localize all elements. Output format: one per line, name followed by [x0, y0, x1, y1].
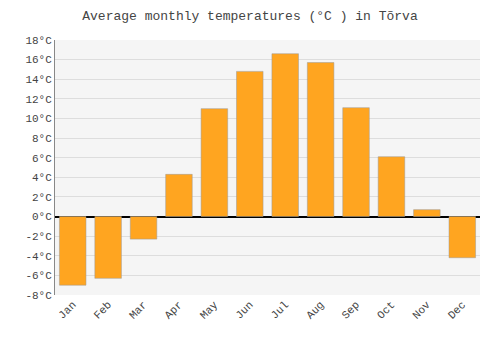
svg-text:4°C: 4°C — [32, 172, 52, 184]
svg-text:16°C: 16°C — [25, 54, 52, 66]
svg-text:Sep: Sep — [340, 299, 362, 321]
svg-text:-8°C: -8°C — [25, 290, 52, 302]
svg-text:Aug: Aug — [304, 299, 326, 321]
svg-text:Dec: Dec — [446, 299, 468, 321]
svg-text:10°C: 10°C — [25, 113, 52, 125]
svg-text:Jun: Jun — [233, 299, 255, 321]
svg-text:May: May — [198, 299, 221, 322]
svg-text:Mar: Mar — [127, 299, 149, 321]
svg-text:Oct: Oct — [375, 299, 397, 321]
svg-text:-6°C: -6°C — [25, 270, 52, 282]
svg-text:-4°C: -4°C — [25, 251, 52, 263]
svg-text:Feb: Feb — [92, 299, 114, 321]
svg-text:Average monthly temperatures (: Average monthly temperatures (°C ) in Tõ… — [82, 9, 418, 24]
svg-text:14°C: 14°C — [25, 74, 52, 86]
svg-text:8°C: 8°C — [32, 133, 52, 145]
svg-text:12°C: 12°C — [25, 94, 52, 106]
svg-text:Nov: Nov — [410, 299, 433, 322]
svg-text:-2°C: -2°C — [25, 231, 52, 243]
svg-text:Jan: Jan — [56, 299, 78, 321]
svg-text:18°C: 18°C — [25, 35, 52, 47]
svg-text:Apr: Apr — [162, 299, 184, 321]
svg-text:6°C: 6°C — [32, 153, 52, 165]
svg-text:0°C: 0°C — [32, 211, 52, 223]
svg-text:2°C: 2°C — [32, 192, 52, 204]
svg-text:Jul: Jul — [269, 299, 291, 321]
